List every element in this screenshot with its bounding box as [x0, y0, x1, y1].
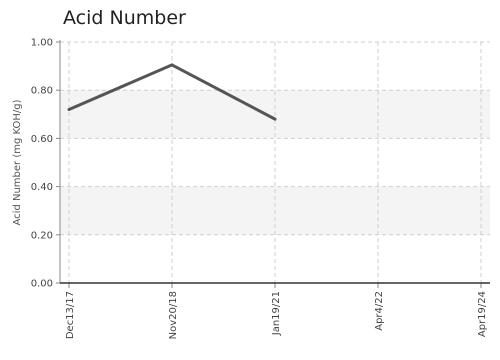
y-tick-label: 0.80: [31, 86, 53, 97]
x-tick-label: Nov20/18: [168, 291, 179, 339]
y-tick-label: 0.60: [31, 134, 53, 145]
y-tick-label: 0.00: [31, 279, 53, 290]
x-tick-label: Apr4/22: [374, 291, 385, 331]
chart-title: Acid Number: [63, 7, 186, 29]
x-tick-label: Jan19/21: [271, 291, 282, 336]
y-axis-label: Acid Number (mg KOH/g): [12, 99, 23, 225]
series-line-0: [67, 63, 277, 121]
y-tick-label: 1.00: [31, 38, 53, 49]
y-tick-label: 0.20: [31, 230, 53, 241]
x-tick-label: Dec13/17: [65, 291, 76, 339]
y-tick-label: 0.40: [31, 182, 53, 193]
x-tick-label: Apr19/24: [477, 291, 488, 337]
